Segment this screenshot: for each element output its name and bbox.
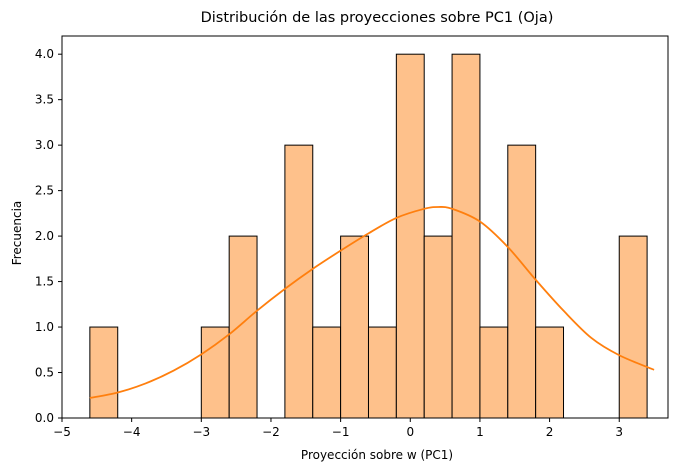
x-tick-label: −3 bbox=[192, 425, 210, 439]
histogram-bar bbox=[367, 326, 397, 419]
y-tick-label: 0.0 bbox=[35, 411, 54, 425]
x-tick-label: −5 bbox=[53, 425, 71, 439]
x-tick-label: 0 bbox=[406, 425, 414, 439]
histogram-bar bbox=[423, 235, 453, 419]
histogram-bar bbox=[228, 235, 258, 419]
histogram-bar bbox=[340, 235, 369, 419]
y-tick-label: 4.0 bbox=[35, 47, 54, 61]
chart-title: Distribución de las proyecciones sobre P… bbox=[201, 10, 554, 26]
histogram-bar bbox=[284, 144, 314, 419]
histogram-bar bbox=[479, 326, 509, 419]
y-tick-label: 3.5 bbox=[35, 93, 54, 107]
y-axis: 0.0 0.5 1.0 1.5 2.0 2.5 3.0 3.5 4.0 bbox=[35, 47, 62, 425]
histogram-bar bbox=[312, 326, 342, 419]
histogram-bars bbox=[89, 53, 648, 419]
y-tick-label: 1.0 bbox=[35, 320, 54, 334]
histogram-bar bbox=[200, 326, 230, 419]
histogram-bar bbox=[89, 326, 119, 419]
kde-curve bbox=[89, 206, 655, 399]
x-tick-label: −2 bbox=[262, 425, 280, 439]
y-axis-title: Frecuencia bbox=[10, 201, 24, 266]
histogram-bar bbox=[618, 235, 648, 419]
histogram-bar bbox=[395, 53, 425, 419]
histogram-bar bbox=[535, 326, 565, 419]
histogram-bar bbox=[507, 144, 537, 419]
x-tick-label: 2 bbox=[546, 425, 554, 439]
x-axis-title: Proyección sobre w (PC1) bbox=[301, 448, 453, 462]
y-tick-label: 2.5 bbox=[35, 184, 54, 198]
x-tick-label: 3 bbox=[615, 425, 623, 439]
y-tick-label: 1.5 bbox=[35, 275, 54, 289]
y-tick-label: 2.0 bbox=[35, 229, 54, 243]
x-tick-label: −1 bbox=[332, 425, 350, 439]
x-tick-label: −4 bbox=[123, 425, 141, 439]
histogram-bar bbox=[451, 53, 481, 419]
x-axis: −5 −4 −3 −2 −1 0 1 2 3 bbox=[53, 418, 623, 439]
y-tick-label: 3.0 bbox=[35, 138, 54, 152]
y-tick-label: 0.5 bbox=[35, 366, 54, 380]
plot-area-frame bbox=[61, 35, 669, 419]
x-tick-label: 1 bbox=[476, 425, 484, 439]
